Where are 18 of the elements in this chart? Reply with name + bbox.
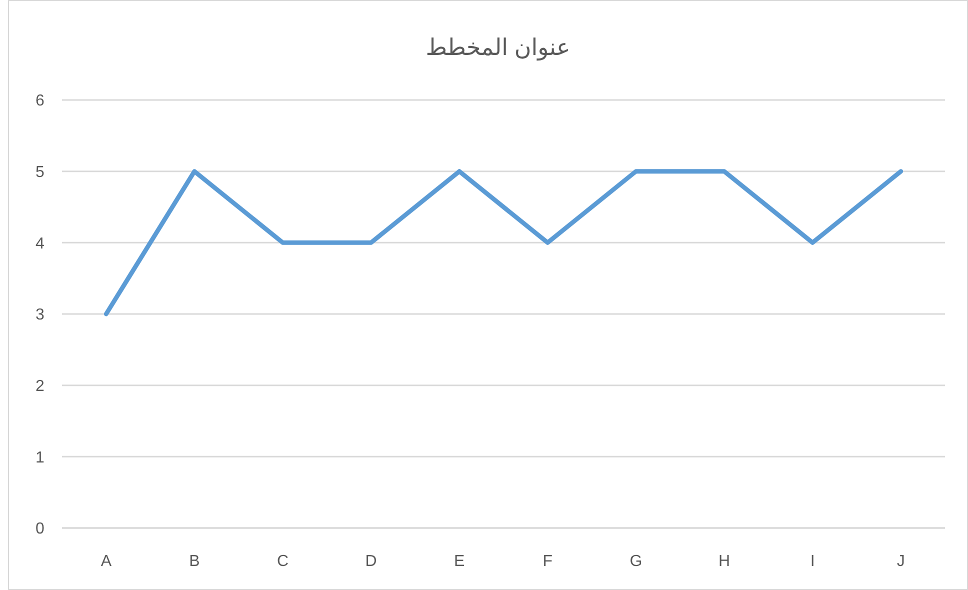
y-tick-label: 0 xyxy=(36,520,45,538)
x-tick-label: F xyxy=(542,553,553,570)
x-tick-label: E xyxy=(454,553,465,570)
x-tick-label: J xyxy=(896,553,905,570)
y-tick-label: 5 xyxy=(36,164,45,181)
y-tick-label: 1 xyxy=(36,449,45,466)
x-tick-label: I xyxy=(810,553,815,570)
y-tick-label: 2 xyxy=(36,378,45,395)
y-tick-label: 3 xyxy=(36,306,45,324)
y-tick-label: 6 xyxy=(36,92,45,110)
y-tick-label: 4 xyxy=(36,235,45,252)
x-tick-label: D xyxy=(365,553,377,570)
x-tick-label: B xyxy=(189,553,200,570)
x-tick-label: G xyxy=(630,553,642,570)
x-tick-label: C xyxy=(276,553,289,570)
x-tick-label: H xyxy=(718,553,730,570)
chart-title: عنوان المخطط xyxy=(426,34,570,61)
x-tick-label: A xyxy=(100,553,112,570)
